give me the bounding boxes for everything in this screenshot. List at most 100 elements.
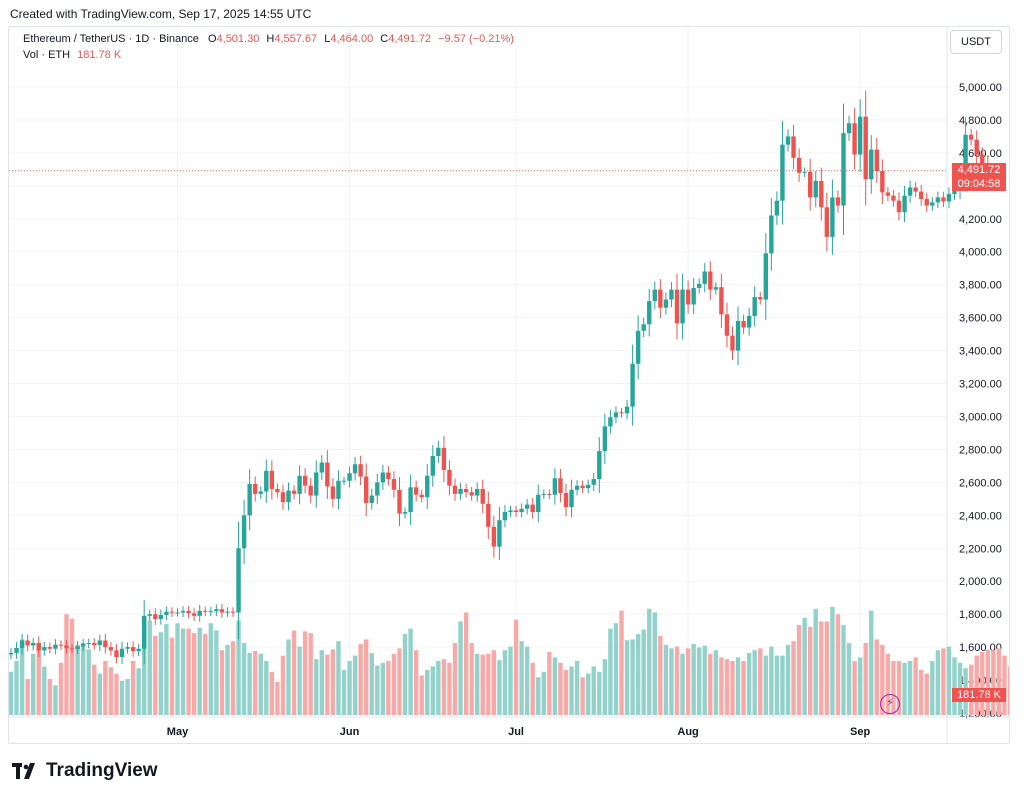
candle-body (264, 470, 269, 492)
candle-body (58, 644, 64, 646)
volume-bar (769, 646, 774, 715)
volume-bar (591, 666, 596, 715)
candle-body (785, 136, 791, 145)
volume-bar (291, 630, 297, 715)
volume-bar (42, 666, 47, 715)
candle-body (813, 180, 818, 198)
candle-body (69, 648, 75, 650)
candle-body (469, 492, 474, 496)
chart-frame[interactable]: 1,200.001,400.001,600.001,800.002,000.00… (8, 26, 1010, 744)
candle-body (963, 134, 968, 173)
volume-bar (619, 610, 624, 715)
volume-bar (586, 673, 591, 715)
y-tick-label: 3,200.00 (959, 379, 1002, 391)
candlestick-chart[interactable]: 1,200.001,400.001,600.001,800.002,000.00… (9, 27, 1010, 744)
candle-body (164, 611, 169, 615)
volume-bar (280, 655, 286, 715)
volume-bar (602, 659, 608, 715)
y-tick-label: 3,600.00 (959, 313, 1002, 325)
volume-bar (647, 608, 652, 715)
volume-bar (108, 667, 114, 715)
candle-body (558, 478, 563, 494)
volume-bar (685, 648, 691, 715)
volume-bar (852, 661, 857, 715)
candle-body (214, 609, 219, 612)
candle-body (697, 283, 702, 288)
volume-bar (402, 634, 408, 715)
candle-body (441, 447, 447, 471)
created-with-label: Created with TradingView.com, Sep 17, 20… (10, 7, 312, 21)
volume-bar (236, 620, 241, 715)
volume-tag: 181.78 K (952, 688, 1006, 702)
volume-bar (924, 673, 929, 715)
candle-body (702, 271, 707, 284)
volume-bar (1002, 655, 1007, 715)
candle-body (874, 149, 879, 172)
candle-body (685, 289, 691, 305)
candle-body (169, 611, 175, 613)
candle-body (119, 648, 125, 657)
volume-bar (569, 666, 574, 715)
candle-body (841, 133, 846, 206)
brand-name: TradingView (46, 760, 158, 781)
candle-body (458, 488, 463, 494)
volume-bar (325, 654, 330, 715)
volume-bar (902, 662, 907, 715)
candle-body (486, 503, 491, 527)
high-label: H (266, 33, 275, 45)
candle-body (652, 289, 657, 302)
volume-bar (624, 640, 630, 715)
candle-body (513, 510, 519, 513)
currency-button[interactable]: USDT (950, 30, 1002, 54)
candle-body (819, 180, 824, 208)
candle-body (208, 611, 213, 613)
volume-bar (691, 643, 696, 715)
candle-body (497, 520, 502, 547)
volume-label: Vol · ETH (23, 49, 71, 61)
candle-body (247, 484, 252, 516)
volume-bar (652, 612, 657, 715)
volume-bar (974, 655, 979, 715)
volume-bar (214, 630, 219, 715)
candle-body (341, 480, 347, 482)
volume-bar (175, 623, 180, 715)
volume-bar (253, 651, 258, 715)
volume-bar (475, 653, 480, 715)
volume-bar (92, 664, 97, 715)
y-tick-label: 4,200.00 (959, 214, 1002, 226)
candle-body (9, 652, 14, 655)
volume-bar (985, 650, 990, 715)
candle-body (674, 289, 680, 324)
lightning-icon[interactable]: ⚡ (880, 694, 900, 714)
candle-body (968, 134, 974, 140)
volume-bar (630, 639, 635, 715)
candle-body (791, 136, 796, 158)
volume-bar (919, 670, 924, 715)
y-tick-label: 3,000.00 (959, 411, 1002, 423)
volume-bar (713, 650, 719, 715)
volume-bar (375, 665, 380, 715)
candle-body (14, 647, 19, 653)
volume-bar (791, 641, 796, 715)
candle-body (658, 289, 663, 308)
volume-bar (308, 633, 313, 715)
volume-bar (169, 637, 175, 715)
candle-body (824, 207, 830, 237)
volume-bar (930, 661, 935, 715)
volume-bar (452, 643, 458, 715)
volume-bar (497, 660, 502, 715)
volume-bar (463, 612, 469, 715)
countdown-tag: 09:04:58 (952, 177, 1006, 191)
volume-bar (219, 650, 225, 715)
candle-body (708, 271, 713, 290)
candle-body (946, 194, 952, 202)
candle-body (158, 614, 164, 620)
candle-body (796, 157, 802, 173)
candle-body (436, 447, 441, 457)
candle-body (669, 289, 674, 300)
volume-bar (863, 643, 868, 715)
volume-bar (857, 657, 863, 715)
candle-body (780, 144, 785, 201)
candle-body (386, 472, 391, 480)
volume-bar (952, 657, 957, 715)
